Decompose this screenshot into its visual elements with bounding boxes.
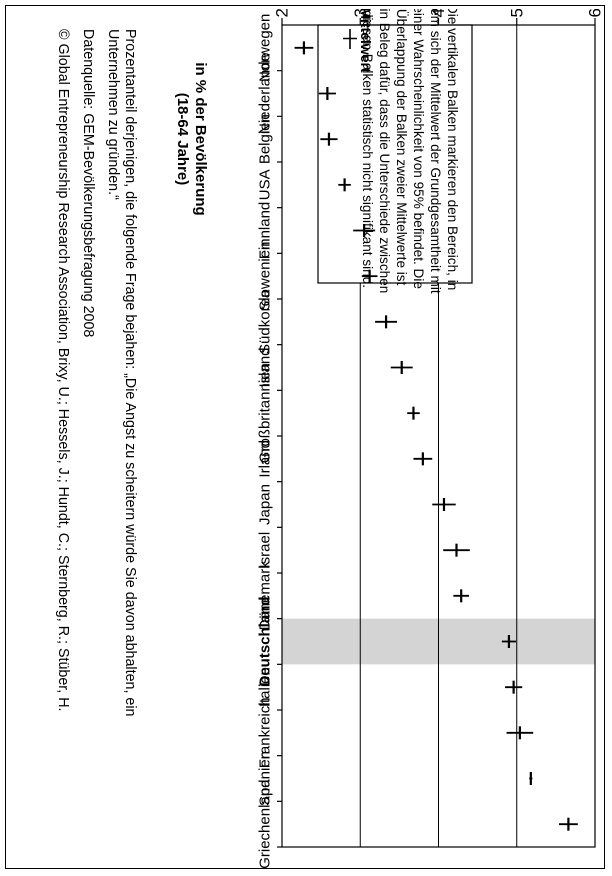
- legend-text-line-2: dem sich der Mittelwert der Grundgesamth…: [428, 9, 443, 294]
- legend-text-line-1: Die vertikalen Balken markieren den Bere…: [445, 9, 460, 290]
- category-label-großbritannien: Großbritannien: [257, 363, 274, 463]
- copyright-note: © Global Entrepreneurship Research Assoc…: [55, 29, 71, 712]
- y-tick-label-40: 40: [429, 9, 448, 17]
- category-label-frankreich: Frankreich: [257, 697, 274, 768]
- y-axis-label-line-2: (18-64 Jahre): [174, 93, 191, 186]
- category-label-spanien: Spanien: [257, 751, 274, 806]
- y-tick-label-50: 50: [507, 9, 526, 17]
- category-label-südkorea: Südkorea: [257, 289, 274, 354]
- category-label-island: Island: [257, 347, 274, 387]
- legend-text-line-5: ein Beleg dafür, dass die Unterschiede z…: [377, 9, 392, 293]
- y-tick-label-20: 20: [273, 9, 292, 17]
- legend-text-line-3: einer Wahrscheinlichkeit von 95% befinde…: [411, 9, 426, 289]
- category-label-deutschland: Deutschland: [257, 596, 274, 686]
- legend-text-line-6: diesen Balken statistisch nicht signifik…: [360, 10, 375, 288]
- category-label-norwegen: Norwegen: [257, 14, 274, 82]
- category-label-israel: Israel: [257, 532, 274, 569]
- category-label-irland: Irland: [257, 440, 274, 478]
- legend-text-line-4: Überlappung der Balken zweier Mittelwert…: [394, 9, 409, 286]
- category-label-italien: Italien: [257, 667, 274, 707]
- category-label-japan: Japan: [257, 484, 274, 525]
- y-tick-label-30: 30: [351, 9, 370, 17]
- figure-notes: Prozentanteil derjenigen, die folgende F…: [50, 29, 138, 859]
- category-label-slowenien: Slowenien: [257, 242, 274, 311]
- category-label-finnland: Finnland: [257, 202, 274, 260]
- definition-note-line-1: Prozentanteil derjenigen, die folgende F…: [122, 29, 138, 717]
- category-label-belgien: Belgien: [257, 114, 274, 164]
- category-label-dänemark: Dänemark: [257, 561, 274, 631]
- definition-note: Prozentanteil derjenigen, die folgende F…: [104, 29, 138, 859]
- category-label-griechenland: Griechenland: [257, 780, 274, 869]
- y-tick-label-60: 60: [586, 9, 605, 17]
- definition-note-line-2: Unternehmen zu gründen.“: [105, 29, 121, 200]
- category-label-niederlande: Niederlande: [257, 53, 274, 134]
- y-axis-label-line-1: in % der Bevölkerung: [192, 62, 209, 215]
- category-label-usa: USA: [257, 169, 274, 200]
- legend-text: Die vertikalen Balken markieren den Bere…: [360, 9, 460, 297]
- chart-plot: Mittelwert Die vertikalen Balken markier…: [174, 9, 605, 869]
- source-note: Datenquelle: GEM-Bevölkerungsbefragung 2…: [80, 29, 96, 338]
- rotated-figure: Mittelwert Die vertikalen Balken markier…: [10, 9, 612, 875]
- figure-frame: Mittelwert Die vertikalen Balken markier…: [5, 5, 605, 869]
